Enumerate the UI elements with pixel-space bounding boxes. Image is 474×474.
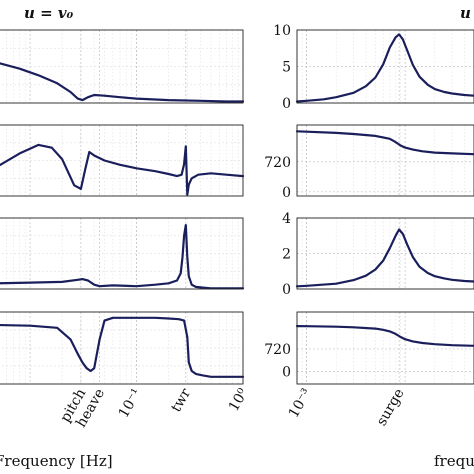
- y-tick-label: 0: [282, 364, 291, 380]
- series-line-left-1: [0, 62, 245, 103]
- series-line-right-1: [295, 33, 474, 103]
- y-tick-label: 0: [282, 96, 291, 112]
- panel-frame-right-2: [296, 124, 474, 197]
- x-tick-label-milli: 10⁻³: [286, 386, 315, 421]
- panel-frame-right-1: [296, 29, 474, 104]
- series-line-right-3: [295, 228, 474, 288]
- x-tick-label-twr: twr: [168, 386, 194, 415]
- panel-frame-left-2: [0, 124, 244, 197]
- panel-frame-left-1: [0, 29, 244, 104]
- series-line-right-4: [295, 325, 474, 347]
- y-tick-label: 720: [264, 155, 291, 171]
- panel-frame-right-3: [296, 217, 474, 290]
- y-tick-label: 720: [264, 342, 291, 358]
- left-panel-title: u = v₀: [24, 4, 74, 22]
- x-tick-label-surge: surge: [374, 386, 408, 429]
- y-tick-label: 0: [282, 185, 291, 201]
- right-panel-title-fragment: u: [460, 4, 471, 22]
- right-x-axis-label: frequ: [434, 452, 474, 470]
- series-line-left-2: [0, 143, 245, 196]
- panel-frame-right-4: [296, 311, 474, 385]
- x-tick-label-one: 10⁰: [226, 386, 252, 415]
- panel-frame-left-4: [0, 311, 244, 385]
- y-tick-label: 2: [282, 247, 291, 263]
- y-tick-label: 0: [282, 282, 291, 298]
- series-line-left-4: [0, 316, 245, 378]
- panel-frame-left-3: [0, 217, 244, 290]
- series-line-right-2: [295, 130, 474, 156]
- left-x-axis-label: Frequency [Hz]: [0, 452, 113, 470]
- x-tick-label-tenth: 10⁻¹: [116, 386, 145, 421]
- y-tick-label: 4: [282, 211, 291, 227]
- series-line-left-3: [0, 224, 245, 290]
- y-tick-label: 10: [273, 23, 291, 39]
- y-tick-label: 5: [282, 60, 291, 76]
